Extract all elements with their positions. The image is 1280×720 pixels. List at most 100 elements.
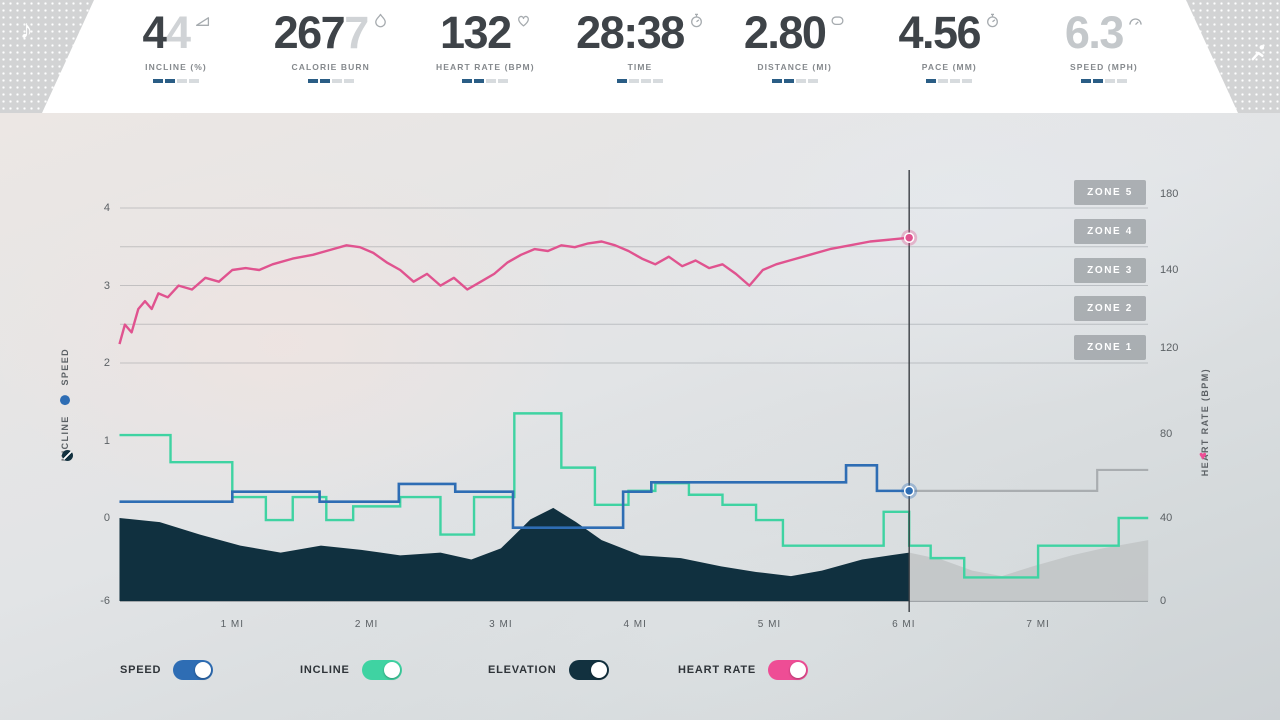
right-axis-tick: 80 — [1160, 428, 1173, 440]
metric-progress — [719, 79, 871, 83]
legend-item-heart-rate: HEART RATE — [678, 660, 809, 680]
elevation-axis-icon — [62, 450, 73, 461]
progress-segment — [307, 79, 318, 83]
legend-item-incline: INCLINE — [300, 660, 402, 680]
progress-segment — [616, 79, 627, 83]
zone-badge-3[interactable]: ZONE 3 — [1074, 257, 1146, 283]
metric-label: HEART RATE (BPM) — [435, 62, 535, 72]
zone-badge-2[interactable]: ZONE 2 — [1074, 296, 1146, 322]
metric-distance-mi: 2.80 DISTANCE (MI) — [719, 0, 871, 113]
legend-label: HEART RATE — [678, 664, 757, 676]
metrics-row: 44 INCLINE (%) 2677 CALORIE BURN 132 HEART RA… — [42, 0, 1238, 113]
zone-badge-1[interactable]: ZONE 1 — [1074, 335, 1146, 360]
metric-speed-mph: 6.3 SPEED (MPH) — [1028, 0, 1180, 113]
x-axis-tick: 4 MI — [623, 619, 647, 630]
metric-heart-rate-bpm: 132 HEART RATE (BPM) — [409, 0, 561, 113]
zone-badge-4[interactable]: ZONE 4 — [1074, 218, 1146, 244]
progress-segment — [926, 79, 937, 83]
progress-segment — [938, 79, 949, 83]
progress-segment — [962, 79, 973, 83]
progress-segment — [783, 79, 794, 83]
metric-calorie-burn: 2677 CALORIE BURN — [255, 0, 407, 113]
progress-segment — [177, 79, 187, 83]
x-axis-tick: 2 MI — [354, 619, 379, 630]
metric-value: 267 — [273, 7, 346, 58]
metrics-header: 44 INCLINE (%) 2677 CALORIE BURN 132 HEART RA… — [42, 0, 1238, 113]
left-axis-tick: -6 — [100, 595, 110, 607]
elevation-toggle[interactable] — [568, 660, 609, 680]
progress-segment — [1116, 79, 1127, 83]
x-axis-tick: 3 MI — [489, 619, 513, 630]
metric-progress — [409, 79, 561, 83]
x-axis-tick: 1 MI — [220, 619, 245, 630]
metric-time: 28:38 TIME — [564, 0, 716, 113]
toggle-knob — [195, 662, 212, 678]
progress-segment — [153, 79, 163, 83]
legend-label: INCLINE — [300, 664, 350, 676]
progress-segment — [165, 79, 175, 83]
metric-value: 132 — [440, 7, 512, 58]
progress-segment — [640, 79, 651, 83]
legend-item-elevation: ELEVATION — [488, 660, 609, 680]
left-axis-tick: 1 — [103, 434, 110, 447]
left-axis-tick: 3 — [103, 279, 110, 292]
incline-toggle[interactable] — [361, 660, 402, 680]
metric-value: 6.3 — [1064, 7, 1125, 58]
progress-segment — [474, 79, 485, 83]
music-note-icon[interactable]: ♪ — [20, 14, 33, 44]
incline-speed-axis-icon — [60, 395, 70, 406]
progress-segment — [498, 79, 509, 83]
legend-label: ELEVATION — [488, 664, 557, 676]
x-axis-tick: 6 MI — [892, 619, 916, 630]
metric-value: 4 — [142, 7, 167, 58]
metric-label: PACE (MM) — [921, 62, 977, 72]
speedometer-icon — [1128, 13, 1143, 33]
progress-segment — [1080, 79, 1091, 83]
x-axis-tick: 7 MI — [1026, 619, 1050, 630]
heart-icon — [516, 13, 531, 33]
metric-progress — [100, 79, 252, 83]
progress-segment — [189, 79, 199, 83]
activity-icon[interactable] — [1250, 44, 1268, 67]
heart-axis-icon: ♥ — [1199, 448, 1207, 463]
metric-value: 28:38 — [576, 7, 685, 58]
right-axis-tick: 120 — [1160, 342, 1179, 354]
progress-segment — [771, 79, 782, 83]
track-icon — [830, 13, 845, 33]
metric-progress — [255, 79, 407, 83]
zone-badge-5[interactable]: ZONE 5 — [1074, 180, 1146, 205]
pace-icon — [985, 13, 1000, 33]
metric-label: CALORIE BURN — [291, 62, 370, 72]
metric-label: DISTANCE (MI) — [757, 62, 832, 72]
right-axis-tick: 140 — [1160, 264, 1179, 276]
metric-incline: 44 INCLINE (%) — [100, 0, 252, 113]
x-axis-tick: 5 MI — [757, 619, 782, 630]
speed-toggle[interactable] — [173, 660, 214, 680]
stopwatch-icon — [689, 13, 704, 33]
metric-value-ghost: 7 — [344, 7, 369, 58]
flame-icon — [373, 13, 388, 33]
right-axis-tick: 180 — [1160, 188, 1179, 200]
toggle-knob — [790, 662, 807, 678]
left-axis-tick: 4 — [103, 202, 110, 214]
right-axis-tick: 0 — [1160, 595, 1167, 607]
metric-progress — [1028, 79, 1180, 83]
incline-icon — [195, 13, 210, 33]
left-axis-label: INCLINE SPEED — [60, 348, 70, 461]
progress-segment — [652, 79, 663, 83]
progress-segment — [795, 79, 806, 83]
progress-segment — [486, 79, 497, 83]
progress-segment — [462, 79, 473, 83]
metric-value-ghost: 4 — [166, 7, 191, 58]
metric-value: 4.56 — [898, 7, 981, 58]
metric-pace-mm: 4.56 PACE (MM) — [873, 0, 1025, 113]
legend-item-speed: SPEED — [120, 660, 214, 680]
metric-label: SPEED (MPH) — [1070, 62, 1138, 72]
metric-label: TIME — [627, 62, 653, 72]
progress-segment — [331, 79, 342, 83]
progress-segment — [628, 79, 639, 83]
metric-progress — [564, 79, 716, 83]
progress-segment — [807, 79, 818, 83]
heart-rate-toggle[interactable] — [768, 660, 809, 680]
